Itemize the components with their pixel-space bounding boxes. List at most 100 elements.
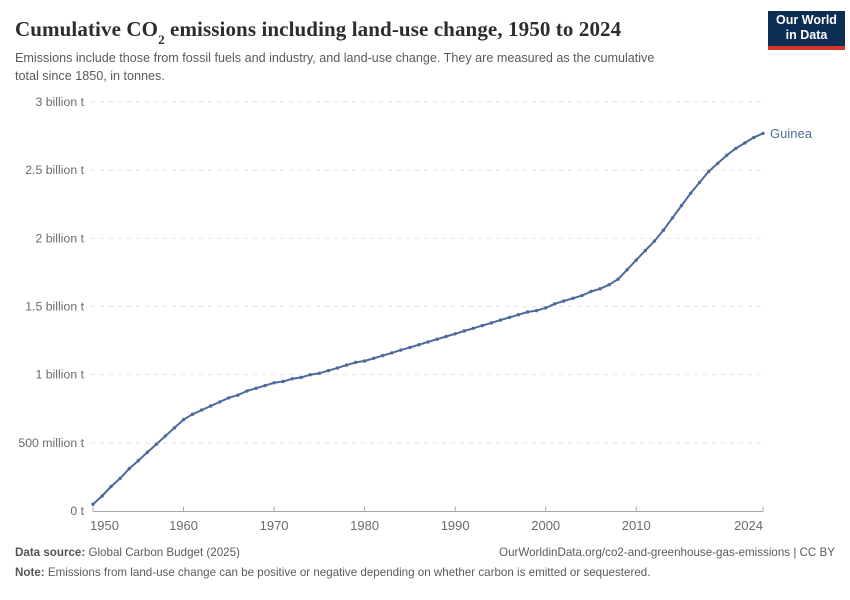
data-point[interactable] bbox=[372, 356, 376, 360]
data-point[interactable] bbox=[426, 340, 430, 344]
data-point[interactable] bbox=[534, 308, 539, 313]
x-tick-label: 1950 bbox=[90, 518, 119, 533]
data-point[interactable] bbox=[707, 169, 711, 174]
x-tick-label: 1970 bbox=[260, 518, 289, 533]
data-point[interactable] bbox=[299, 375, 303, 380]
data-point[interactable] bbox=[444, 334, 448, 339]
data-point[interactable] bbox=[326, 368, 331, 373]
data-point[interactable] bbox=[643, 248, 647, 253]
data-point[interactable] bbox=[525, 310, 530, 314]
data-point[interactable] bbox=[571, 296, 575, 300]
data-line-guinea[interactable] bbox=[92, 132, 764, 506]
data-point[interactable] bbox=[417, 343, 421, 347]
data-point[interactable] bbox=[281, 379, 285, 384]
canonical-url-link[interactable]: OurWorldinData.org/co2-and-greenhouse-ga… bbox=[499, 546, 835, 559]
data-point[interactable] bbox=[399, 348, 403, 352]
title-text: Cumulative CO bbox=[15, 17, 159, 41]
note-text: Emissions from land-use change can be po… bbox=[44, 566, 651, 579]
data-point[interactable] bbox=[480, 323, 484, 328]
data-point[interactable] bbox=[317, 371, 322, 375]
data-point[interactable] bbox=[616, 277, 620, 281]
data-source: Data source: Global Carbon Budget (2025) bbox=[15, 546, 240, 559]
data-point[interactable] bbox=[598, 287, 602, 291]
y-tick-label: 3 billion t bbox=[35, 95, 84, 109]
data-point[interactable] bbox=[118, 476, 122, 480]
y-tick-label: 2.5 billion t bbox=[25, 163, 84, 177]
data-point[interactable] bbox=[471, 326, 475, 330]
data-point[interactable] bbox=[489, 321, 494, 325]
data-point[interactable] bbox=[362, 359, 367, 363]
data-point[interactable] bbox=[127, 467, 131, 471]
data-point[interactable] bbox=[390, 351, 394, 355]
y-tick-label: 1 billion t bbox=[35, 368, 84, 382]
data-point[interactable] bbox=[453, 332, 457, 336]
data-point[interactable] bbox=[100, 494, 104, 498]
data-point[interactable] bbox=[607, 283, 611, 287]
data-point[interactable] bbox=[263, 383, 267, 388]
data-point[interactable] bbox=[652, 239, 657, 243]
data-point[interactable] bbox=[462, 329, 466, 333]
y-tick-label: 2 billion t bbox=[35, 231, 84, 245]
data-point[interactable] bbox=[761, 131, 765, 136]
data-point[interactable] bbox=[580, 293, 584, 298]
data-point[interactable] bbox=[154, 442, 159, 446]
data-point[interactable] bbox=[697, 180, 702, 185]
y-tick-label: 1.5 billion t bbox=[25, 300, 84, 314]
data-point[interactable] bbox=[308, 373, 312, 377]
data-point[interactable] bbox=[91, 502, 95, 506]
data-point[interactable] bbox=[227, 396, 231, 400]
data-point[interactable] bbox=[661, 228, 666, 232]
data-point[interactable] bbox=[381, 353, 385, 358]
series-end-label[interactable]: Guinea bbox=[770, 126, 813, 141]
data-point[interactable] bbox=[199, 408, 204, 412]
data-point[interactable] bbox=[743, 141, 747, 145]
data-point[interactable] bbox=[109, 484, 113, 489]
data-point[interactable] bbox=[335, 366, 340, 370]
data-point[interactable] bbox=[562, 299, 566, 303]
data-point[interactable] bbox=[516, 313, 521, 317]
data-point[interactable] bbox=[589, 289, 593, 294]
data-point[interactable] bbox=[254, 386, 258, 390]
data-point[interactable] bbox=[190, 412, 195, 416]
data-point[interactable] bbox=[544, 306, 548, 310]
data-point[interactable] bbox=[679, 203, 684, 208]
owid-logo[interactable]: Our World in Data bbox=[768, 11, 845, 50]
data-point[interactable] bbox=[344, 363, 349, 367]
data-point[interactable] bbox=[553, 302, 557, 306]
data-source-label: Data source: bbox=[15, 546, 86, 559]
data-point[interactable] bbox=[625, 268, 629, 272]
data-point[interactable] bbox=[725, 153, 729, 157]
data-point[interactable] bbox=[236, 393, 240, 397]
x-tick-label: 1980 bbox=[350, 518, 379, 533]
data-source-text: Global Carbon Budget (2025) bbox=[85, 546, 240, 559]
data-point[interactable] bbox=[136, 458, 140, 463]
data-point[interactable] bbox=[218, 400, 222, 404]
data-point[interactable] bbox=[209, 404, 213, 408]
data-point[interactable] bbox=[245, 389, 249, 393]
data-point[interactable] bbox=[498, 318, 503, 322]
data-point[interactable] bbox=[670, 216, 675, 220]
chart-footer: Data source: Global Carbon Budget (2025)… bbox=[15, 546, 835, 579]
note-label: Note: bbox=[15, 566, 45, 579]
data-point[interactable] bbox=[272, 381, 276, 385]
data-point[interactable] bbox=[752, 135, 756, 140]
data-point[interactable] bbox=[716, 161, 720, 166]
title-text-rest: emissions including land-use change, 195… bbox=[164, 17, 622, 41]
x-tick-label: 1990 bbox=[441, 518, 470, 533]
x-tick-label: 2000 bbox=[531, 518, 560, 533]
data-point[interactable] bbox=[734, 146, 738, 151]
data-point[interactable] bbox=[634, 258, 638, 262]
data-point[interactable] bbox=[435, 337, 439, 341]
x-tick-label: 2024 bbox=[734, 518, 763, 533]
data-point[interactable] bbox=[163, 434, 168, 438]
data-point[interactable] bbox=[353, 360, 358, 365]
title-subscript: 2 bbox=[158, 31, 165, 47]
page-title: Cumulative CO2 emissions including land-… bbox=[15, 17, 622, 46]
data-point[interactable] bbox=[145, 450, 149, 455]
data-point[interactable] bbox=[688, 191, 693, 195]
data-point[interactable] bbox=[408, 345, 412, 350]
data-point[interactable] bbox=[172, 426, 177, 430]
data-point[interactable] bbox=[290, 377, 294, 381]
data-point[interactable] bbox=[507, 315, 512, 320]
data-point[interactable] bbox=[181, 418, 186, 422]
